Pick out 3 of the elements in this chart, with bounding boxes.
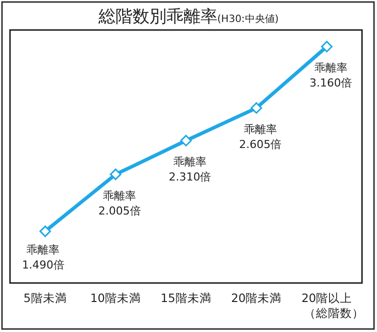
xlabel: （総階数） — [304, 306, 364, 320]
subtitle: (H30:中央値) — [217, 14, 279, 25]
title: 総階数別乖離率(H30:中央値) — [98, 7, 279, 27]
